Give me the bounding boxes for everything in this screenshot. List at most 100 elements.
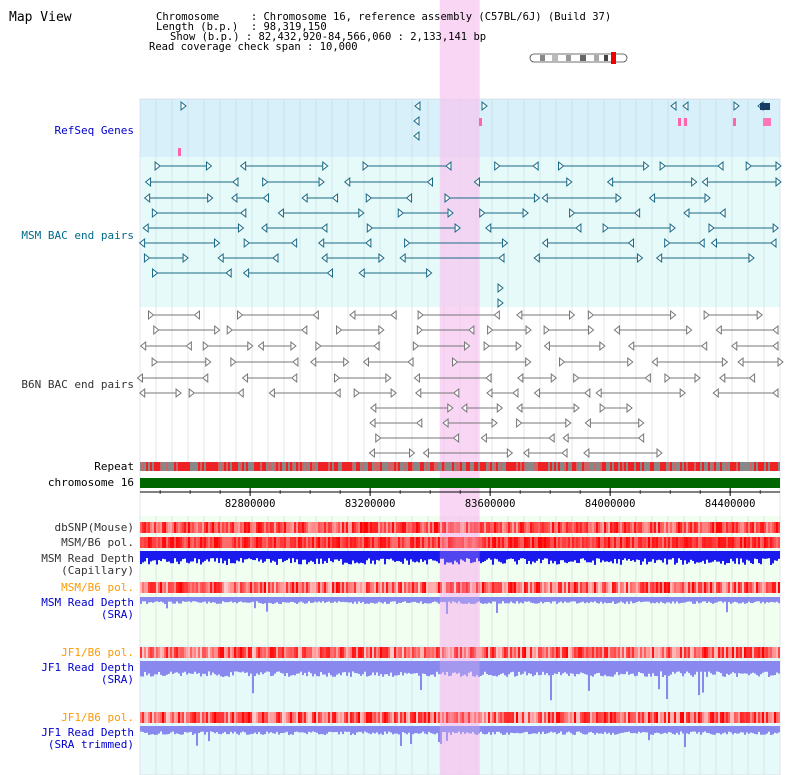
msm-sra-depth-bar [356,597,358,604]
track-label-refseq[interactable]: RefSeq Genes [54,124,134,137]
msm-sra-depth-bar [772,597,774,603]
dbsnp-density [444,522,446,533]
msm-b6-pol-density [350,537,352,548]
jf1-sra-depth-bar [658,661,660,690]
track-label-msm-depth-sra-1: MSM Read Depth [41,596,134,609]
dbsnp-density [296,522,298,533]
dbsnp-density [306,522,308,533]
msm-b6-pol-density [202,537,204,548]
repeat-element [770,462,772,471]
jf1-b6-pol-density [228,712,230,723]
b6n-bac-end-arrow [573,372,580,384]
dbsnp-density [280,522,282,533]
track-label-b6n-bac[interactable]: B6N BAC end pairs [21,378,134,391]
msm-capillary-depth-bar [756,551,758,560]
jf1-b6-pol-density [184,647,186,658]
msm-b6-pol-density [410,537,412,548]
dbsnp-density [194,522,196,533]
msm-b6-pol-density [514,582,516,593]
repeat-element [500,462,502,471]
track-label-msm-bac[interactable]: MSM BAC end pairs [21,229,134,242]
b6n-bac-end-arrow [373,340,380,352]
jf1-trimmed-depth-bar [306,726,308,735]
jf1-trimmed-depth-bar [598,726,600,734]
msm-capillary-depth-bar [722,551,724,561]
repeat-element [512,462,514,471]
jf1-sra-depth-bar [176,661,178,673]
msm-bac-end-arrow [575,222,582,234]
jf1-sra-depth-bar [252,661,254,694]
jf1-b6-pol-density [474,712,476,723]
msm-b6-pol-density [152,537,154,548]
jf1-b6-pol-density [418,712,420,723]
msm-sra-depth-bar [146,597,148,604]
msm-b6-pol-density [286,582,288,593]
msm-b6-pol-density [754,537,756,548]
dbsnp-density [332,522,334,533]
msm-capillary-depth-bar [490,551,492,560]
msm-b6-pol-density [480,582,482,593]
msm-bac-end-arrow [636,252,644,264]
msm-b6-pol-density [508,537,510,548]
jf1-sra-depth-bar [420,661,422,690]
jf1-b6-pol-density [658,647,660,658]
msm-b6-pol-density [654,582,656,593]
jf1-trimmed-depth-bar [476,726,478,735]
jf1-b6-pol-density [358,647,360,658]
dbsnp-density [678,522,680,533]
msm-sra-depth-bar [374,597,376,604]
jf1-sra-depth-bar [556,661,558,675]
msm-capillary-depth-bar [650,551,652,562]
msm-capillary-depth-bar [368,551,370,559]
b6n-bac-end-arrow [378,324,385,336]
dbsnp-density [442,522,444,533]
jf1-sra-depth-bar [180,661,182,676]
msm-b6-pol-density [436,582,438,593]
jf1-b6-pol-density [320,712,322,723]
refseq-gene-exon [733,118,736,126]
jf1-sra-depth-bar [416,661,418,673]
msm-capillary-depth-bar [694,551,696,564]
msm-capillary-depth-bar [254,551,256,561]
jf1-sra-depth-bar [578,661,580,675]
jf1-trimmed-depth-bar [708,726,710,734]
msm-capillary-depth-bar [606,551,608,562]
msm-b6-pol-density [544,582,546,593]
repeat-element [776,462,778,471]
msm-b6-pol-density [166,582,168,593]
msm-capillary-depth-bar [388,551,390,560]
msm-b6-pol-density [692,537,694,548]
msm-b6-pol-density [430,582,432,593]
msm-sra-depth-bar [636,597,638,602]
jf1-b6-pol-density [296,712,298,723]
msm-sra-depth-bar [466,597,468,604]
jf1-b6-pol-density [766,712,768,723]
msm-capillary-depth-bar [286,551,288,561]
repeat-element [318,462,320,471]
dbsnp-density [304,522,306,533]
jf1-sra-depth-bar [590,661,592,676]
msm-sra-depth-bar [344,597,346,603]
repeat-element [608,462,610,471]
jf1-b6-pol-density [198,712,200,723]
jf1-b6-pol-density [554,647,556,658]
msm-b6-pol-density [618,537,620,548]
jf1-b6-pol-density [344,712,346,723]
repeat-element [246,462,248,471]
dbsnp-density [746,522,748,533]
msm-b6-pol-density [208,582,210,593]
msm-capillary-depth-bar [628,551,630,560]
msm-b6-pol-density [356,537,358,548]
jf1-b6-pol-density [356,712,358,723]
msm-b6-pol-density [450,537,452,548]
b6n-bac-end-arrow [516,417,523,429]
repeat-element [578,462,580,471]
jf1-b6-pol-density [300,712,302,723]
b6n-bac-end-arrow [703,309,710,321]
msm-b6-pol-density [676,582,678,593]
jf1-sra-depth-bar [574,661,576,677]
msm-sra-depth-bar [718,597,720,602]
msm-capillary-depth-bar [196,551,198,564]
axis-tick-label: 83600000 [464,498,516,510]
